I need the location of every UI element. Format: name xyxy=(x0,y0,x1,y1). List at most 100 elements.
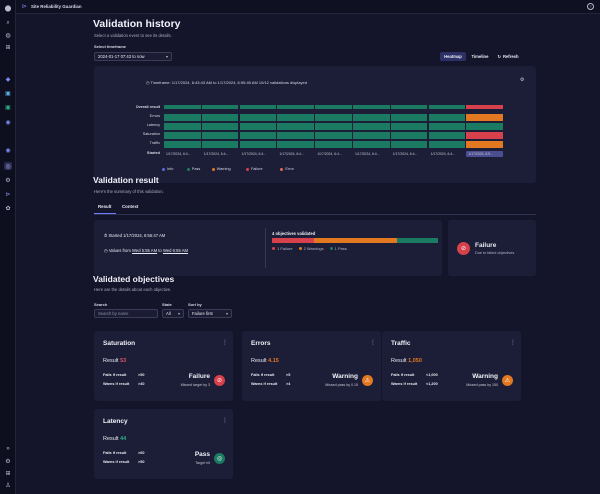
heatmap-cell[interactable] xyxy=(428,114,466,121)
app-pin-icon[interactable]: ◎ xyxy=(4,162,12,170)
heatmap-cell[interactable] xyxy=(201,114,239,121)
heatmap-cell[interactable] xyxy=(315,123,352,130)
heatmap-cell[interactable] xyxy=(239,132,277,139)
tab-result[interactable]: Result xyxy=(98,204,112,209)
heatmap-x-tick-label[interactable]: 1/17/2024, 6:4... xyxy=(241,152,267,156)
timeframe-select[interactable]: 2024-01-17 07:43 to now ▾ xyxy=(94,52,172,61)
timeline-view-button[interactable]: Timeline xyxy=(471,54,489,59)
heatmap-cell[interactable] xyxy=(390,123,428,130)
search-icon[interactable]: ⌕ xyxy=(6,19,10,26)
heatmap-cell[interactable] xyxy=(390,132,428,139)
heatmap-x-tick-label[interactable]: 1/17/2024, 6:4... xyxy=(430,152,456,156)
heatmap-x-tick-label[interactable]: 1/17/2024, 6:4... xyxy=(203,152,229,156)
heatmap-x-tick-label[interactable]: 1/17/2024, 6:4... xyxy=(355,152,380,156)
heatmap-cell[interactable] xyxy=(428,123,466,130)
heatmap-settings-icon[interactable]: ⚙ xyxy=(520,77,525,83)
state-select[interactable]: All ▾ xyxy=(162,309,184,318)
home-icon[interactable]: ⬤ xyxy=(4,5,12,12)
heatmap-cell[interactable] xyxy=(164,123,201,130)
heatmap-cell[interactable] xyxy=(353,141,390,148)
app-pin-icon[interactable]: ◉ xyxy=(5,119,11,126)
app-pin-icon[interactable]: ◉ xyxy=(5,147,11,154)
heatmap-cell[interactable] xyxy=(164,114,201,121)
heatmap-cell[interactable] xyxy=(201,141,239,148)
heatmap-cell[interactable] xyxy=(353,123,390,130)
heatmap-cell[interactable] xyxy=(390,114,428,121)
heatmap-cell[interactable] xyxy=(239,123,277,130)
user-icon[interactable]: ♙ xyxy=(5,482,11,489)
sort-select[interactable]: Failure first ▾ xyxy=(188,309,232,318)
heatmap-x-tick-label[interactable]: 1/17/2024, 6:4... xyxy=(279,152,304,156)
heatmap-cell[interactable] xyxy=(315,132,352,139)
apps-icon[interactable]: ⊞ xyxy=(5,44,11,51)
heatmap-cell[interactable] xyxy=(277,105,314,109)
heatmap-cell[interactable] xyxy=(164,132,201,139)
objectives-title: Validated objectives xyxy=(93,274,175,284)
heatmap-cell[interactable] xyxy=(277,114,314,121)
tab-context[interactable]: Context xyxy=(122,204,139,209)
expand-icon[interactable]: » xyxy=(6,446,10,452)
heatmap-cell[interactable] xyxy=(466,123,503,130)
warning-icon: ⚠ xyxy=(362,375,373,386)
heatmap-cell[interactable] xyxy=(315,141,352,148)
app-pin-icon[interactable]: ◆ xyxy=(5,76,11,83)
heatmap-cell[interactable] xyxy=(353,105,390,109)
heatmap-cell[interactable] xyxy=(201,105,239,109)
app-pin-icon[interactable]: ✿ xyxy=(5,205,11,212)
heatmap-cell[interactable] xyxy=(315,105,352,109)
heatmap-cell[interactable] xyxy=(277,141,314,148)
more-options-icon[interactable]: ⋮ xyxy=(222,418,228,424)
heatmap-cell[interactable] xyxy=(428,105,466,109)
app-pin-icon[interactable]: ▣ xyxy=(5,90,11,97)
more-options-icon[interactable]: ⋮ xyxy=(510,340,516,346)
grid-icon[interactable]: ⊞ xyxy=(5,470,11,477)
heatmap-cell[interactable] xyxy=(466,141,503,148)
fail-threshold-value: <1,000 xyxy=(426,373,438,377)
objective-card-errors[interactable]: Errors ⋮ Result 4.15 Fails if result >5 Warns… xyxy=(242,331,381,401)
heatmap-x-tick-label[interactable]: 1/17/2024, 6:4... xyxy=(317,152,342,156)
more-options-icon[interactable]: ⋮ xyxy=(222,340,228,346)
globe-icon[interactable]: ◍ xyxy=(5,32,11,39)
heatmap-x-tick-label[interactable]: 1/17/2024, 6:4... xyxy=(166,152,191,156)
heatmap-cell[interactable] xyxy=(239,105,277,109)
objectives-subtitle: Here are the details about each objectiv… xyxy=(94,287,172,292)
heatmap-cell[interactable] xyxy=(239,141,277,148)
more-options-icon[interactable]: ⋮ xyxy=(370,340,376,346)
search-input[interactable]: Search by name xyxy=(94,309,158,318)
heatmap-cell[interactable] xyxy=(466,132,503,139)
objective-result: Result 53 xyxy=(103,358,127,364)
objective-status-detail: Missed target by 3 xyxy=(180,383,210,387)
fail-threshold-label: Fails if result xyxy=(251,373,275,377)
app-pin-icon[interactable]: ▣ xyxy=(5,104,11,111)
help-icon[interactable]: ? xyxy=(587,3,594,10)
heatmap-cell[interactable] xyxy=(428,141,466,148)
chevron-down-icon: ▾ xyxy=(225,311,228,316)
heatmap-cell[interactable] xyxy=(277,123,314,130)
heatmap-cell[interactable] xyxy=(353,114,390,121)
guardian-app-icon[interactable]: ⊳ xyxy=(5,191,11,198)
heatmap-cell[interactable] xyxy=(201,132,239,139)
heatmap-cell[interactable] xyxy=(164,105,201,109)
settings-icon[interactable]: ⚙ xyxy=(5,458,11,465)
overall-status-panel: ⊘ Failure Due to failed objectives xyxy=(448,220,536,276)
heatmap-cell[interactable] xyxy=(390,105,428,109)
heatmap-cell[interactable] xyxy=(201,123,239,130)
refresh-button[interactable]: ↻ Refresh xyxy=(494,52,522,61)
heatmap-x-tick-label[interactable]: 1/17/2024, 6:5... xyxy=(466,151,503,157)
overall-reason: Due to failed objectives xyxy=(475,251,515,255)
heatmap-cell[interactable] xyxy=(466,114,503,121)
objective-card-latency[interactable]: Latency ⋮ Result 44 Fails if result >60 Warns… xyxy=(94,409,233,479)
heatmap-cell[interactable] xyxy=(239,114,277,121)
app-pin-icon[interactable]: ⚙ xyxy=(5,177,11,184)
objective-card-saturation[interactable]: Saturation ⋮ Result 53 Fails if result >50 Wa… xyxy=(94,331,233,401)
heatmap-view-button[interactable]: Heatmap xyxy=(440,52,466,61)
heatmap-cell[interactable] xyxy=(428,132,466,139)
objective-card-traffic[interactable]: Traffic ⋮ Result 1,050 Fails if result <1,00… xyxy=(382,331,521,401)
heatmap-cell[interactable] xyxy=(164,141,201,148)
heatmap-cell[interactable] xyxy=(315,114,352,121)
heatmap-cell[interactable] xyxy=(466,105,503,109)
heatmap-cell[interactable] xyxy=(353,132,390,139)
heatmap-x-tick-label[interactable]: 1/17/2024, 6:4... xyxy=(392,152,418,156)
heatmap-cell[interactable] xyxy=(390,141,428,148)
heatmap-cell[interactable] xyxy=(277,132,314,139)
